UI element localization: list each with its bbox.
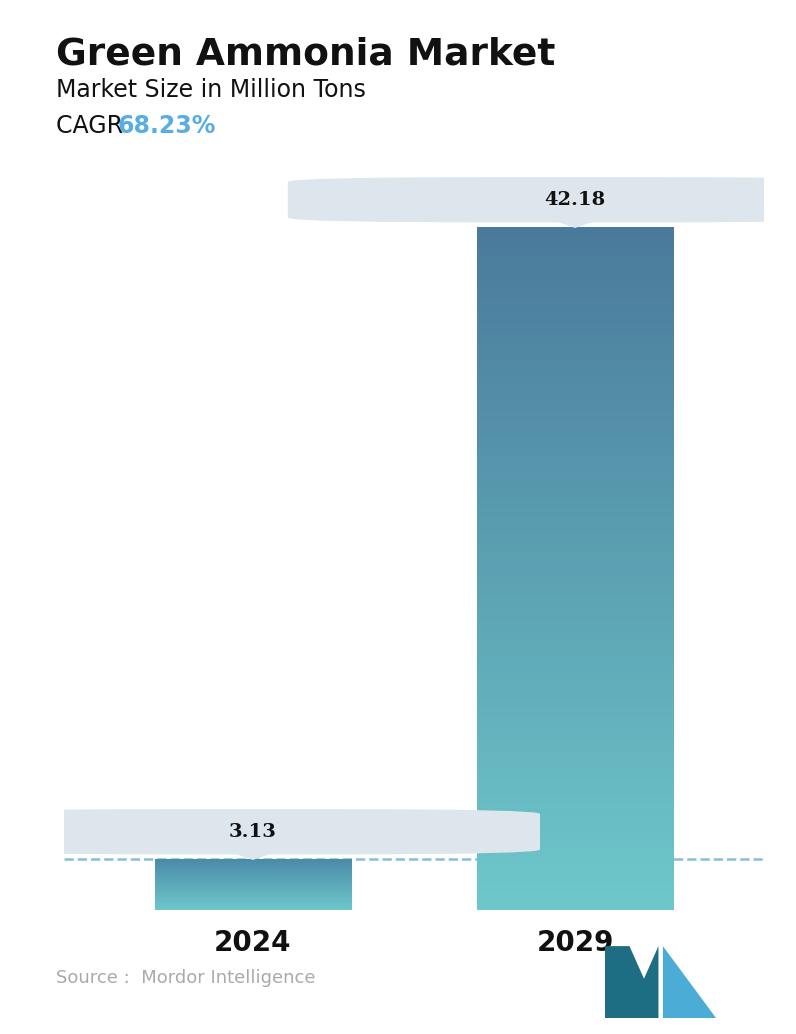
FancyBboxPatch shape xyxy=(0,809,540,854)
Polygon shape xyxy=(547,217,603,227)
FancyBboxPatch shape xyxy=(288,177,796,222)
Text: CAGR: CAGR xyxy=(56,114,131,138)
Text: 3.13: 3.13 xyxy=(229,823,277,841)
Polygon shape xyxy=(663,946,716,1018)
Text: Market Size in Million Tons: Market Size in Million Tons xyxy=(56,78,365,101)
Text: 42.18: 42.18 xyxy=(544,190,606,209)
Polygon shape xyxy=(605,946,658,1018)
Text: Green Ammonia Market: Green Ammonia Market xyxy=(56,36,555,72)
Text: 68.23%: 68.23% xyxy=(118,114,217,138)
Text: Source :  Mordor Intelligence: Source : Mordor Intelligence xyxy=(56,970,315,987)
Polygon shape xyxy=(224,850,281,859)
